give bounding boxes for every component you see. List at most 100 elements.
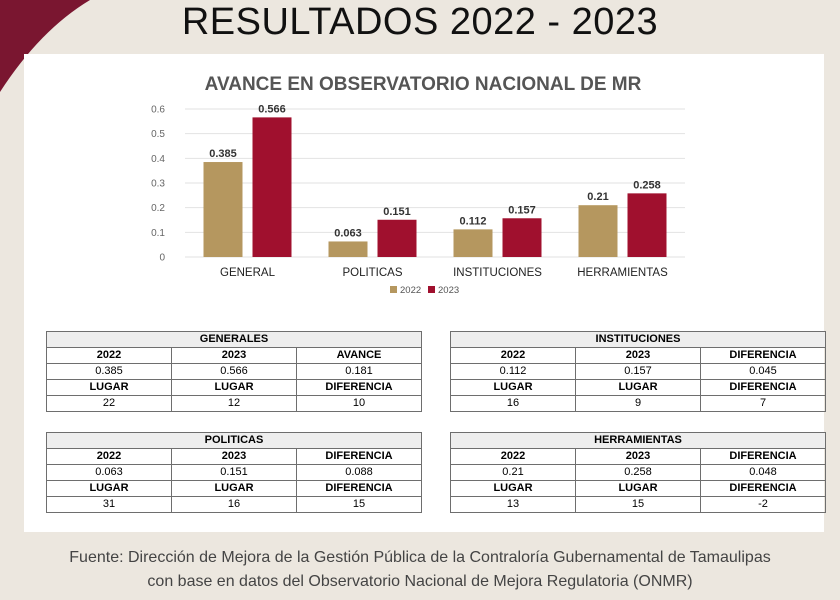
- table-cell: 0.566: [171, 363, 297, 380]
- x-tick-label: INSTITUCIONES: [453, 267, 542, 279]
- table-row: 2022 2023 DIFERENCIA: [46, 448, 422, 465]
- table-cell: LUGAR: [450, 480, 576, 497]
- table-cell: 2022: [46, 347, 172, 364]
- bar-2022: [578, 205, 618, 257]
- table-cell: 31: [46, 496, 172, 513]
- table-row: LUGAR LUGAR DIFERENCIA: [450, 480, 826, 497]
- table-row: LUGAR LUGAR DIFERENCIA: [46, 480, 422, 497]
- table-cell: -2: [700, 496, 826, 513]
- table-cell: LUGAR: [575, 379, 701, 396]
- table-cell: LUGAR: [46, 480, 172, 497]
- table-cell: LUGAR: [450, 379, 576, 396]
- bar-2022: [203, 162, 243, 257]
- table-row: 13 15 -2: [450, 496, 826, 513]
- data-label: 0.385: [209, 148, 237, 160]
- legend-swatch: [428, 286, 435, 293]
- table-title: INSTITUCIONES: [450, 331, 826, 348]
- table-cell: DIFERENCIA: [700, 379, 826, 396]
- table-cell: DIFERENCIA: [296, 448, 422, 465]
- data-label: 0.258: [633, 179, 661, 191]
- source-line: Fuente: Dirección de Mejora de la Gestió…: [69, 549, 771, 566]
- table-herramientas: HERRAMIENTAS 2022 2023 DIFERENCIA 0.21 0…: [450, 432, 826, 513]
- table-row: LUGAR LUGAR DIFERENCIA: [46, 379, 422, 396]
- table-cell: 0.112: [450, 363, 576, 380]
- table-cell: 0.258: [575, 464, 701, 481]
- y-tick-label: 0.2: [151, 203, 165, 214]
- bar-2023: [502, 218, 542, 257]
- table-cell: DIFERENCIA: [700, 480, 826, 497]
- table-cell: 0.151: [171, 464, 297, 481]
- table-cell: 0.21: [450, 464, 576, 481]
- source-note: Fuente: Dirección de Mejora de la Gestió…: [0, 546, 840, 594]
- bar-2022: [453, 229, 493, 257]
- x-tick-label: GENERAL: [220, 267, 276, 279]
- table-cell: 10: [296, 395, 422, 412]
- legend-swatch: [390, 286, 397, 293]
- y-tick-label: 0: [159, 253, 165, 264]
- table-cell: AVANCE: [296, 347, 422, 364]
- table-title-row: HERRAMIENTAS: [450, 432, 826, 449]
- table-cell: DIFERENCIA: [296, 480, 422, 497]
- table-cell: 0.063: [46, 464, 172, 481]
- corner-decoration: [0, 0, 90, 92]
- table-row: 22 12 10: [46, 395, 422, 412]
- table-cell: 2023: [171, 448, 297, 465]
- y-tick-label: 0.3: [151, 179, 165, 190]
- table-cell: 7: [700, 395, 826, 412]
- y-tick-label: 0.4: [151, 154, 165, 165]
- table-row: 2022 2023 DIFERENCIA: [450, 347, 826, 364]
- chart-title: AVANCE EN OBSERVATORIO NACIONAL DE MR: [204, 74, 642, 95]
- bar-2022: [328, 241, 368, 257]
- y-tick-label: 0.5: [151, 129, 165, 140]
- data-label: 0.151: [383, 206, 411, 218]
- table-generales: GENERALES 2022 2023 AVANCE 0.385 0.566 0…: [46, 331, 422, 412]
- table-cell: 2023: [575, 347, 701, 364]
- legend-label: 2023: [438, 285, 459, 296]
- table-cell: 12: [171, 395, 297, 412]
- table-cell: 2023: [171, 347, 297, 364]
- table-row: 2022 2023 DIFERENCIA: [450, 448, 826, 465]
- table-row: 0.112 0.157 0.045: [450, 363, 826, 380]
- table-cell: DIFERENCIA: [700, 448, 826, 465]
- bar-2023: [252, 117, 292, 258]
- table-cell: DIFERENCIA: [296, 379, 422, 396]
- bar-2023: [627, 193, 667, 257]
- table-cell: 0.181: [296, 363, 422, 380]
- x-tick-label: HERRAMIENTAS: [577, 267, 668, 279]
- table-cell: 2022: [450, 347, 576, 364]
- table-title: POLITICAS: [46, 432, 422, 449]
- data-label: 0.21: [587, 191, 608, 203]
- table-cell: 22: [46, 395, 172, 412]
- x-tick-label: POLITICAS: [342, 267, 402, 279]
- table-row: 0.063 0.151 0.088: [46, 464, 422, 481]
- table-cell: 0.048: [700, 464, 826, 481]
- table-cell: 15: [575, 496, 701, 513]
- table-cell: LUGAR: [171, 379, 297, 396]
- data-label: 0.112: [460, 215, 487, 227]
- table-row: LUGAR LUGAR DIFERENCIA: [450, 379, 826, 396]
- table-cell: DIFERENCIA: [700, 347, 826, 364]
- table-cell: 16: [450, 395, 576, 412]
- table-row: 0.385 0.566 0.181: [46, 363, 422, 380]
- table-title-row: POLITICAS: [46, 432, 422, 449]
- table-title-row: GENERALES: [46, 331, 422, 348]
- table-title-row: INSTITUCIONES: [450, 331, 826, 348]
- source-line: con base en datos del Observatorio Nacio…: [147, 573, 693, 590]
- bar-2023: [377, 219, 417, 257]
- data-label: 0.157: [508, 204, 536, 216]
- table-cell: 2022: [46, 448, 172, 465]
- table-row: 31 16 15: [46, 496, 422, 513]
- bar-chart: 0 0.1 0.2 0.3 0.4 0.5 0.6 0.385 0.566 GENERAL 0.06…: [151, 103, 685, 296]
- table-cell: 0.045: [700, 363, 826, 380]
- table-row: 16 9 7: [450, 395, 826, 412]
- table-title: GENERALES: [46, 331, 422, 348]
- table-cell: 0.385: [46, 363, 172, 380]
- table-cell: 9: [575, 395, 701, 412]
- table-row: 2022 2023 AVANCE: [46, 347, 422, 364]
- table-cell: LUGAR: [46, 379, 172, 396]
- table-cell: LUGAR: [171, 480, 297, 497]
- page-title: RESULTADOS 2022 - 2023: [181, 1, 659, 43]
- table-cell: 15: [296, 496, 422, 513]
- table-cell: LUGAR: [575, 480, 701, 497]
- table-politicas: POLITICAS 2022 2023 DIFERENCIA 0.063 0.1…: [46, 432, 422, 513]
